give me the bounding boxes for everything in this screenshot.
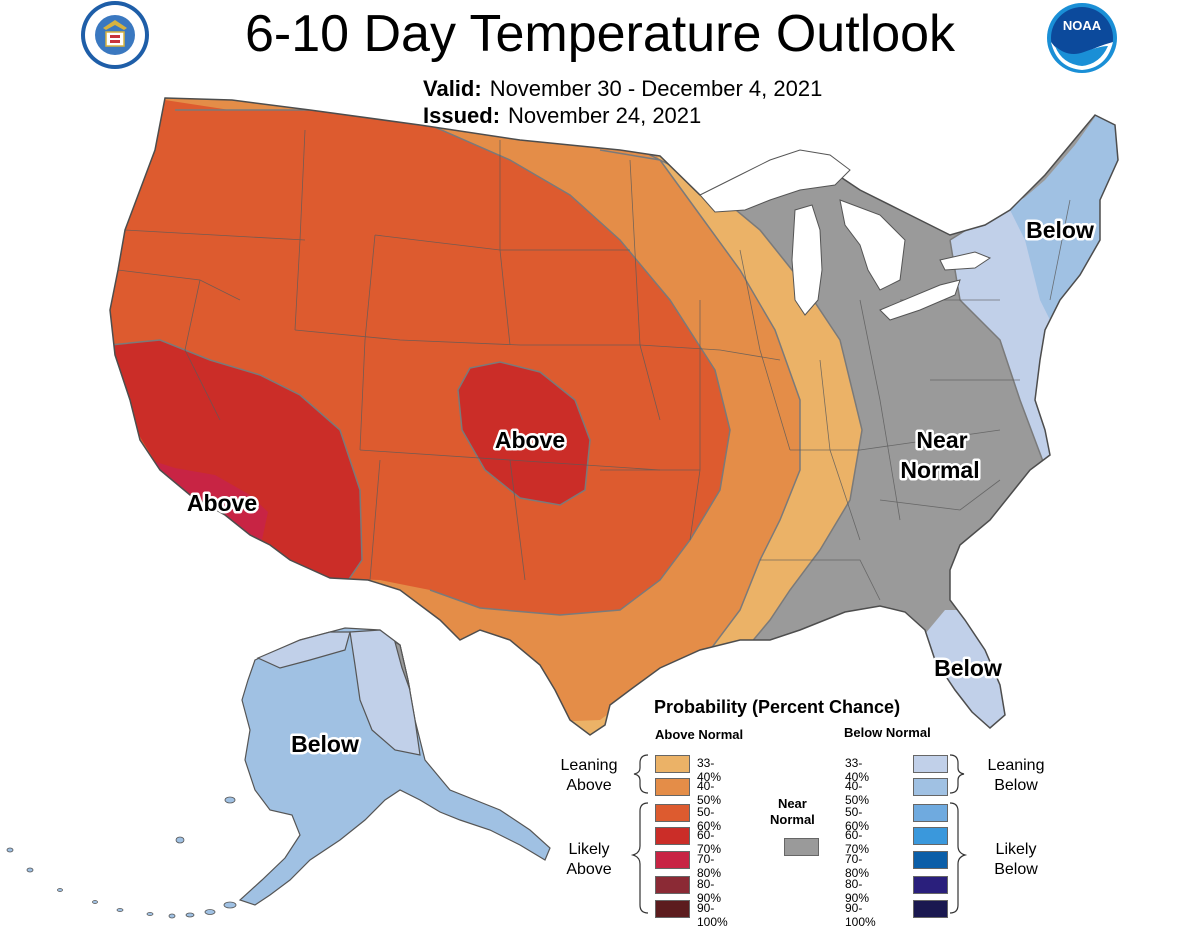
label-near-normal-line2: Normal xyxy=(900,457,979,483)
swatch-below-90-100 xyxy=(913,900,948,918)
valid-label: Valid: xyxy=(423,76,482,101)
legend-below-range-5: 70-80% xyxy=(845,852,870,880)
swatch-below-60-70 xyxy=(913,827,948,845)
legend-near-line1: Near xyxy=(777,796,807,811)
legend-leaning-above: Leaning Above xyxy=(552,756,626,796)
legend-below-range-7: 90-100% xyxy=(845,901,876,929)
alaska xyxy=(238,627,551,906)
legend-near-normal-label: Near Normal xyxy=(770,796,815,828)
label-below-alaska: Below xyxy=(291,731,359,757)
legend-likely-below: Likely Below xyxy=(976,840,1056,880)
legend-likely-above-line1: Likely xyxy=(568,841,610,858)
noaa-logo-text: NOAA xyxy=(1063,18,1102,33)
swatch-above-60-70 xyxy=(655,827,690,845)
swatch-above-80-90 xyxy=(655,876,690,894)
alaska-below-40-50 xyxy=(238,627,551,906)
noaa-logo: NOAA xyxy=(1047,3,1117,73)
legend-leaning-above-line1: Leaning xyxy=(560,757,618,774)
region-below-florida xyxy=(920,610,1010,735)
swatch-below-80-90 xyxy=(913,876,948,894)
issued-date: Issued: November 24, 2021 xyxy=(423,103,701,129)
alaska-near-normal xyxy=(394,640,411,691)
label-below-florida: Below xyxy=(934,655,1002,681)
legend-above-normal-title: Above Normal xyxy=(655,727,744,742)
aleutian-islands xyxy=(6,796,237,919)
region-above-60-70-central xyxy=(458,362,590,505)
lake-ontario xyxy=(939,251,992,271)
swatch-below-40-50 xyxy=(913,778,948,796)
label-above-southwest: Above xyxy=(187,490,257,516)
great-lakes xyxy=(699,149,992,321)
page-title: 6-10 Day Temperature Outlook xyxy=(244,5,956,63)
region-above-70-80-socal xyxy=(150,460,268,540)
swatch-above-40-50 xyxy=(655,778,690,796)
legend-below-range-6: 80-90% xyxy=(845,877,870,905)
legend-below-range-1: 33-40% xyxy=(845,756,870,784)
swatch-above-90-100 xyxy=(655,900,690,918)
legend-below-normal-title: Below Normal xyxy=(844,725,931,740)
legend-below-range-3: 50-60% xyxy=(845,805,870,833)
issued-value: November 24, 2021 xyxy=(508,103,702,128)
legend-likely-below-line1: Likely xyxy=(995,841,1037,858)
region-above-60-70-southwest xyxy=(110,340,362,585)
swatch-above-50-60 xyxy=(655,804,690,822)
legend-likely-above-line2: Above xyxy=(566,861,612,878)
swatch-near-normal xyxy=(784,838,819,856)
commerce-seal-logo xyxy=(81,1,149,69)
legend-leaning-above-line2: Above xyxy=(566,777,612,794)
legend-above-range-3: 50-60% xyxy=(697,805,722,833)
swatch-above-33-40 xyxy=(655,755,690,773)
lake-erie xyxy=(879,279,961,321)
valid-value: November 30 - December 4, 2021 xyxy=(489,76,823,101)
lake-superior xyxy=(699,149,851,213)
legend-above-range-4: 60-70% xyxy=(697,828,722,856)
legend-above-range-5: 70-80% xyxy=(697,852,722,880)
alaska-north-lean xyxy=(256,631,351,669)
swatch-below-33-40 xyxy=(913,755,948,773)
legend-below-range-2: 40-50% xyxy=(845,779,870,807)
legend-title: Probability (Percent Chance) xyxy=(654,697,901,717)
legend-above-range-2: 40-50% xyxy=(697,779,722,807)
issued-label: Issued: xyxy=(423,103,501,128)
swatch-below-50-60 xyxy=(913,804,948,822)
legend-leaning-below-line1: Leaning xyxy=(987,757,1045,774)
legend-near-line2: Normal xyxy=(770,812,815,827)
lake-huron xyxy=(839,199,906,291)
swatch-above-70-80 xyxy=(655,851,690,869)
legend-leaning-below-line2: Below xyxy=(994,777,1038,794)
lake-michigan xyxy=(791,204,823,316)
legend-above-range-1: 33-40% xyxy=(697,756,722,784)
valid-dates: Valid: November 30 - December 4, 2021 xyxy=(423,76,822,102)
conus-outline xyxy=(109,97,1119,736)
legend-below-range-4: 60-70% xyxy=(845,828,870,856)
label-below-northeast: Below xyxy=(1026,217,1094,243)
swatch-below-70-80 xyxy=(913,851,948,869)
legend-above-range-6: 80-90% xyxy=(697,877,722,905)
legend-likely-below-line2: Below xyxy=(994,861,1038,878)
legend-leaning-below: Leaning Below xyxy=(976,756,1056,796)
label-above-central: Above xyxy=(495,427,565,453)
legend-above-range-7: 90-100% xyxy=(697,901,728,929)
legend-likely-above: Likely Above xyxy=(552,840,626,880)
label-near-normal-line1: Near xyxy=(916,427,967,453)
